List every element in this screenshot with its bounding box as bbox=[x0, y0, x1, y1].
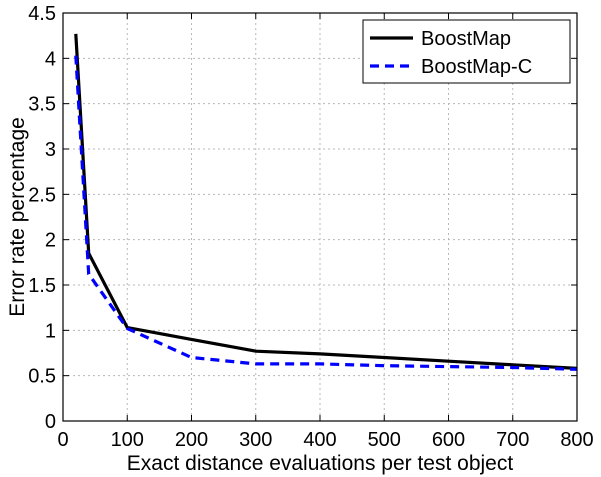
x-axis-title: Exact distance evaluations per test obje… bbox=[127, 452, 514, 475]
y-tick-label: 3.5 bbox=[28, 94, 56, 116]
x-tick-label: 0 bbox=[57, 429, 68, 451]
axis-ticks: 0 100 200 300 400 500 600 700 800 0 0.5 1 1.5 2 2.5 3 3.… bbox=[28, 3, 594, 451]
x-tick-label: 600 bbox=[432, 429, 465, 451]
legend-label: BoostMap-C bbox=[421, 56, 532, 78]
x-tick-label: 700 bbox=[496, 429, 529, 451]
y-tick-label: 2 bbox=[45, 230, 56, 252]
series-lines bbox=[74, 33, 578, 371]
y-tick-label: 3 bbox=[45, 139, 56, 161]
legend-label: BoostMap bbox=[421, 28, 511, 50]
x-tick-label: 500 bbox=[368, 429, 401, 451]
legend: BoostMap BoostMap-C bbox=[362, 19, 571, 84]
series-line-boostmap-c bbox=[74, 55, 578, 371]
y-tick-label: 1.5 bbox=[28, 275, 56, 297]
legend-box bbox=[362, 19, 571, 84]
y-tick-label: 1 bbox=[45, 320, 56, 342]
x-tick-label: 300 bbox=[239, 429, 272, 451]
y-tick-label: 4 bbox=[45, 48, 56, 70]
y-tick-label: 0 bbox=[45, 411, 56, 433]
x-tick-label: 800 bbox=[560, 429, 593, 451]
y-tick-label: 2.5 bbox=[28, 184, 56, 206]
x-tick-label: 200 bbox=[175, 429, 208, 451]
x-tick-label: 100 bbox=[111, 429, 144, 451]
y-axis-title: Error rate percentage bbox=[6, 117, 29, 317]
y-tick-label: 0.5 bbox=[28, 366, 56, 388]
y-tick-label: 4.5 bbox=[28, 3, 56, 25]
x-tick-label: 400 bbox=[303, 429, 336, 451]
series-line-boostmap bbox=[74, 33, 578, 370]
